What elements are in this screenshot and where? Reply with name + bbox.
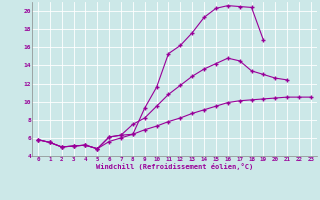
X-axis label: Windchill (Refroidissement éolien,°C): Windchill (Refroidissement éolien,°C) — [96, 163, 253, 170]
